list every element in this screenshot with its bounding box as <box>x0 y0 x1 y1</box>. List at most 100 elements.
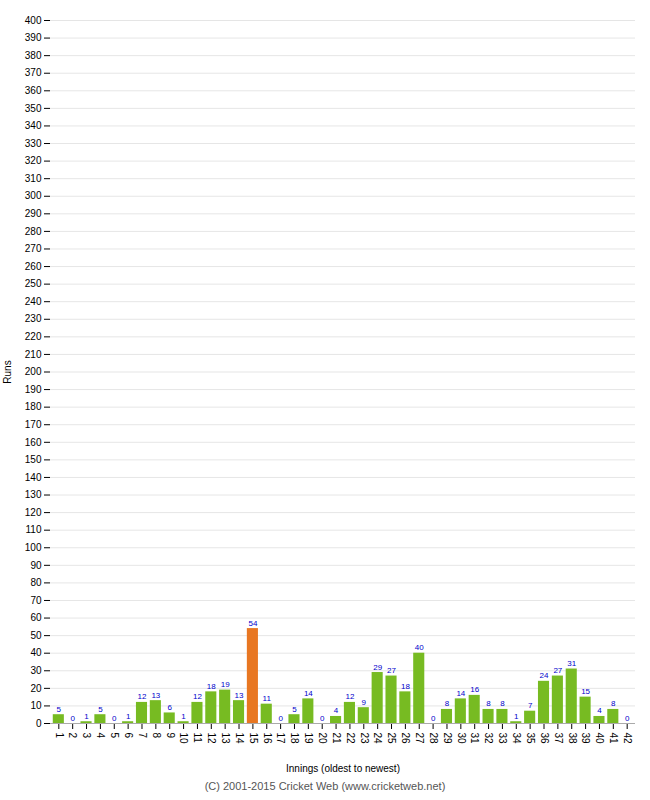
svg-text:9: 9 <box>362 698 367 707</box>
svg-text:240: 240 <box>25 296 42 307</box>
svg-text:21: 21 <box>331 733 342 745</box>
svg-text:25: 25 <box>386 733 397 745</box>
svg-text:7: 7 <box>528 701 533 710</box>
svg-text:19: 19 <box>303 733 314 745</box>
svg-text:390: 390 <box>25 32 42 43</box>
svg-text:110: 110 <box>26 524 42 535</box>
svg-text:8: 8 <box>445 699 450 708</box>
svg-text:42: 42 <box>622 733 633 745</box>
svg-text:30: 30 <box>30 665 42 676</box>
svg-text:15: 15 <box>581 687 590 696</box>
svg-text:1: 1 <box>514 712 519 721</box>
svg-text:5: 5 <box>98 705 103 714</box>
svg-text:27: 27 <box>387 666 396 675</box>
svg-text:20: 20 <box>317 733 328 745</box>
svg-text:7: 7 <box>137 733 148 739</box>
svg-text:14: 14 <box>456 689 465 698</box>
svg-text:270: 270 <box>25 243 42 254</box>
svg-text:39: 39 <box>580 733 591 745</box>
svg-text:29: 29 <box>373 663 382 672</box>
svg-text:370: 370 <box>25 67 42 78</box>
svg-text:50: 50 <box>30 630 42 641</box>
svg-text:290: 290 <box>25 208 42 219</box>
svg-text:35: 35 <box>525 733 536 745</box>
svg-text:23: 23 <box>359 733 370 745</box>
svg-text:120: 120 <box>25 507 42 518</box>
svg-text:0: 0 <box>431 714 436 723</box>
svg-text:30: 30 <box>456 733 467 745</box>
svg-text:1: 1 <box>54 733 65 739</box>
svg-text:20: 20 <box>30 683 42 694</box>
svg-text:340: 340 <box>25 120 42 131</box>
svg-text:18: 18 <box>401 682 410 691</box>
svg-text:60: 60 <box>30 612 42 623</box>
svg-text:230: 230 <box>25 313 42 324</box>
svg-text:10: 10 <box>30 700 42 711</box>
svg-text:5: 5 <box>292 705 297 714</box>
svg-text:0: 0 <box>36 718 42 729</box>
svg-text:18: 18 <box>207 682 216 691</box>
svg-text:38: 38 <box>567 733 578 745</box>
svg-text:1: 1 <box>126 712 131 721</box>
svg-text:400: 400 <box>25 15 42 26</box>
svg-text:36: 36 <box>539 733 550 745</box>
svg-text:37: 37 <box>553 733 564 745</box>
svg-text:190: 190 <box>25 384 42 395</box>
svg-text:3: 3 <box>81 733 92 739</box>
svg-text:19: 19 <box>221 680 230 689</box>
svg-text:90: 90 <box>30 560 42 571</box>
svg-text:33: 33 <box>497 733 508 745</box>
svg-text:5: 5 <box>109 733 120 739</box>
svg-text:32: 32 <box>483 733 494 745</box>
svg-text:2: 2 <box>67 733 78 739</box>
svg-text:100: 100 <box>25 542 42 553</box>
svg-text:0: 0 <box>70 714 75 723</box>
svg-text:16: 16 <box>470 685 479 694</box>
svg-text:12: 12 <box>206 733 217 745</box>
svg-text:380: 380 <box>25 50 42 61</box>
svg-text:Innings (oldest to newest): Innings (oldest to newest) <box>286 763 400 774</box>
svg-text:180: 180 <box>25 401 42 412</box>
svg-text:12: 12 <box>193 692 202 701</box>
svg-text:0: 0 <box>112 714 117 723</box>
svg-text:11: 11 <box>192 733 203 744</box>
svg-text:22: 22 <box>345 733 356 745</box>
svg-text:41: 41 <box>608 733 619 745</box>
svg-text:1: 1 <box>181 712 186 721</box>
svg-text:8: 8 <box>611 699 616 708</box>
svg-text:24: 24 <box>540 671 549 680</box>
svg-text:12: 12 <box>345 692 354 701</box>
svg-text:170: 170 <box>25 419 42 430</box>
svg-text:14: 14 <box>234 733 245 745</box>
svg-text:14: 14 <box>304 689 313 698</box>
svg-text:6: 6 <box>167 703 172 712</box>
svg-text:16: 16 <box>262 733 273 745</box>
svg-text:13: 13 <box>235 691 244 700</box>
svg-text:8: 8 <box>486 699 491 708</box>
svg-text:150: 150 <box>25 454 42 465</box>
svg-text:10: 10 <box>178 733 189 745</box>
svg-text:140: 140 <box>25 472 42 483</box>
svg-text:200: 200 <box>25 366 42 377</box>
svg-text:4: 4 <box>597 706 602 715</box>
svg-text:350: 350 <box>25 103 42 114</box>
svg-text:70: 70 <box>30 595 42 606</box>
svg-text:31: 31 <box>567 659 576 668</box>
svg-text:330: 330 <box>25 138 42 149</box>
svg-text:9: 9 <box>165 733 176 739</box>
svg-text:1: 1 <box>84 712 89 721</box>
svg-text:11: 11 <box>263 694 272 703</box>
svg-text:300: 300 <box>25 190 42 201</box>
svg-text:17: 17 <box>275 733 286 745</box>
svg-text:13: 13 <box>151 691 160 700</box>
svg-text:160: 160 <box>25 437 42 448</box>
svg-text:29: 29 <box>442 733 453 745</box>
svg-text:18: 18 <box>289 733 300 745</box>
svg-text:0: 0 <box>278 714 283 723</box>
svg-text:40: 40 <box>594 733 605 745</box>
svg-text:12: 12 <box>138 692 147 701</box>
svg-text:250: 250 <box>25 278 42 289</box>
svg-text:6: 6 <box>123 733 134 739</box>
svg-text:280: 280 <box>25 226 42 237</box>
svg-text:28: 28 <box>428 733 439 745</box>
